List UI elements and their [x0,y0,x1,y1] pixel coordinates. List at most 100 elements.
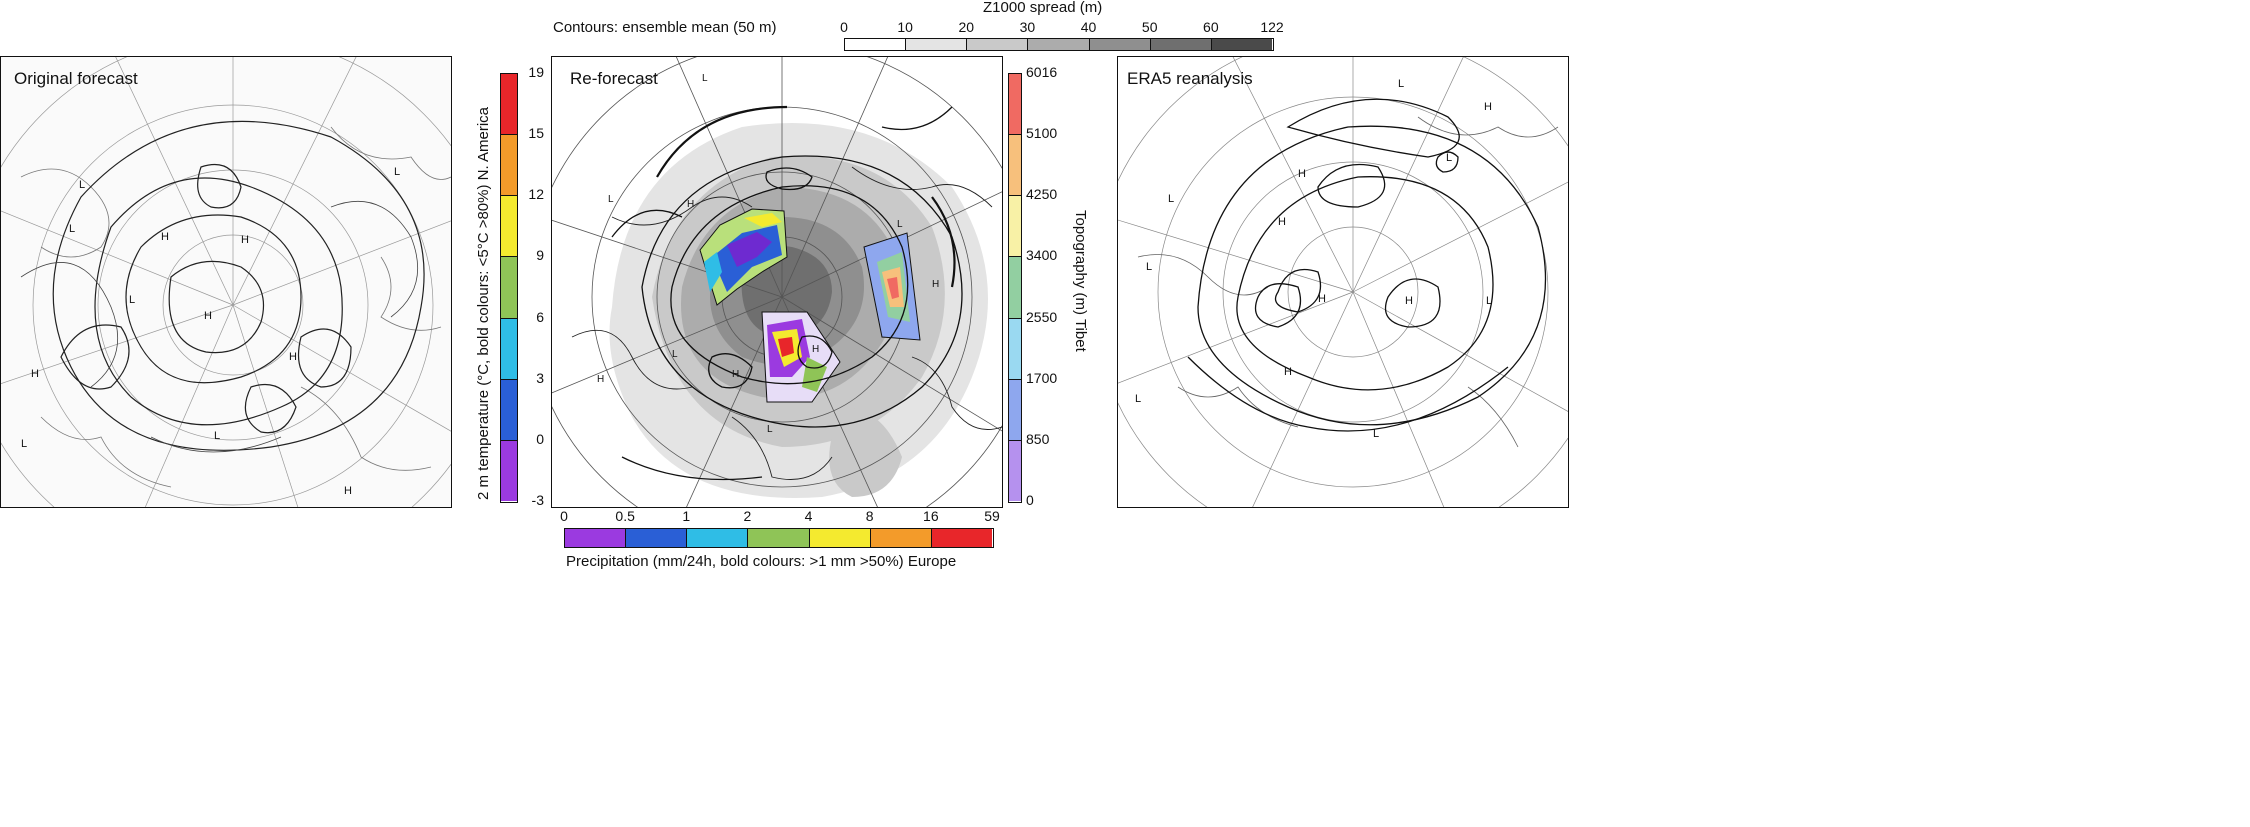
low-marker: L [1168,193,1174,205]
colorbar-tick-label: 59 [984,508,1000,524]
colorbar-segment [501,379,517,441]
low-marker: L [767,424,773,435]
colorbar-tick-label: 12 [528,186,544,203]
low-marker: L [897,219,903,230]
low-marker: L [1446,152,1452,164]
panel-title: ERA5 reanalysis [1127,69,1253,88]
low-marker: L [21,438,27,450]
colorbar-tick-label: 16 [923,508,939,524]
low-marker: L [214,430,220,442]
colorbar-segment [501,318,517,380]
colorbar-tick-label: 19 [528,64,544,80]
high-marker: H [1484,101,1492,113]
low-marker: L [1398,78,1404,90]
high-marker: H [687,199,694,210]
colorbar-tick-label: 30 [1019,19,1036,35]
low-marker: L [702,73,708,84]
high-marker: H [344,485,352,497]
high-marker: H [31,368,39,380]
panel-title: Re-forecast [570,69,658,88]
precipitation-bar-label: Precipitation (mm/24h, bold colours: >1 … [566,553,957,570]
colorbar-segment [845,39,907,50]
colorbar-tick-label: 15 [528,125,544,142]
original-forecast-panel: Original forecast [0,56,452,508]
colorbar-tick-label: 2550 [1026,308,1058,325]
low-marker: L [1135,393,1141,405]
high-marker: H [161,231,169,243]
colorbar-segment [501,135,517,197]
high-marker: H [241,234,249,246]
colorbar-tick-label: 0 [560,508,568,524]
colorbar-segment [870,529,932,547]
spread-colorbar [844,38,1274,51]
high-marker: H [1318,293,1326,305]
colorbar-segment [748,529,810,547]
era5-map: H H H H H H L L L L L L L [1118,57,1568,507]
colorbar-segment [1009,196,1021,258]
colorbar-tick-label: 0 [1026,492,1034,508]
low-marker: L [129,294,135,306]
topography-bar-label: Topography (m) Tibet [1072,210,1089,352]
high-marker: H [1405,295,1413,307]
colorbar-tick-label: 40 [1080,19,1097,35]
colorbar-tick-label: 0.5 [615,508,635,524]
colorbar-tick-label: 0 [840,19,848,35]
low-marker: L [672,349,678,360]
colorbar-segment [1089,39,1151,50]
colorbar-segment [931,529,992,547]
low-marker: L [1373,428,1379,440]
colorbar-segment [501,74,517,136]
colorbar-tick-label: 1700 [1026,369,1058,386]
colorbar-tick-label: 50 [1141,19,1158,35]
low-marker: L [1486,295,1492,307]
colorbar-segment [1009,379,1021,441]
reforecast-panel: Re-forecast [551,56,1003,508]
colorbar-segment [967,39,1029,50]
colorbar-tick-label: 8 [865,508,874,524]
high-marker: H [1284,366,1292,378]
high-marker: H [1298,168,1306,180]
colorbar-segment [1009,135,1021,197]
colorbar-tick-label: 2 [743,508,752,524]
colorbar-tick-label: 3 [536,369,544,386]
colorbar-segment [809,529,871,547]
colorbar-tick-label: 20 [958,19,975,35]
colorbar-segment [1009,74,1021,136]
era5-panel: ERA5 reanalysis [1117,56,1569,508]
colorbar-tick-label: 10 [897,19,913,35]
colorbar-segment [1009,440,1021,501]
low-marker: L [394,166,400,178]
colorbar-tick-label: 6016 [1026,64,1058,80]
colorbar-segment [565,529,627,547]
low-marker: L [69,223,75,235]
colorbar-tick-label: 6 [536,308,544,325]
colorbar-segment [626,529,688,547]
colorbar-segment [501,257,517,319]
high-marker: H [597,374,604,385]
temperature-colorbar [500,73,518,503]
contours-label: Contours: ensemble mean (50 m) [553,19,777,36]
colorbar-tick-label: 5100 [1026,125,1058,142]
colorbar-segment [906,39,968,50]
high-marker: H [204,310,212,322]
high-marker: H [932,279,939,290]
high-marker: H [812,344,819,355]
colorbar-tick-label: 122 [1260,19,1284,35]
colorbar-segment [687,529,749,547]
colorbar-tick-label: 60 [1203,19,1219,35]
temperature-bar-label: 2 m temperature (°C, bold colours: <5°C … [475,107,492,500]
original-forecast-map: H H H H H H L L L L L L [1,57,451,507]
colorbar-segment [501,196,517,258]
colorbar-segment [1009,318,1021,380]
panel-title: Original forecast [14,69,138,88]
precipitation-colorbar [564,528,994,548]
low-marker: L [608,194,614,205]
reforecast-map: H H H H H L L L L L [552,57,1002,507]
high-marker: H [1278,216,1286,228]
colorbar-tick-label: 850 [1026,430,1050,447]
colorbar-tick-label: 1 [682,508,691,524]
colorbar-segment [1150,39,1212,50]
colorbar-segment [501,440,517,501]
colorbar-tick-label: -3 [531,492,544,508]
low-marker: L [79,179,85,191]
